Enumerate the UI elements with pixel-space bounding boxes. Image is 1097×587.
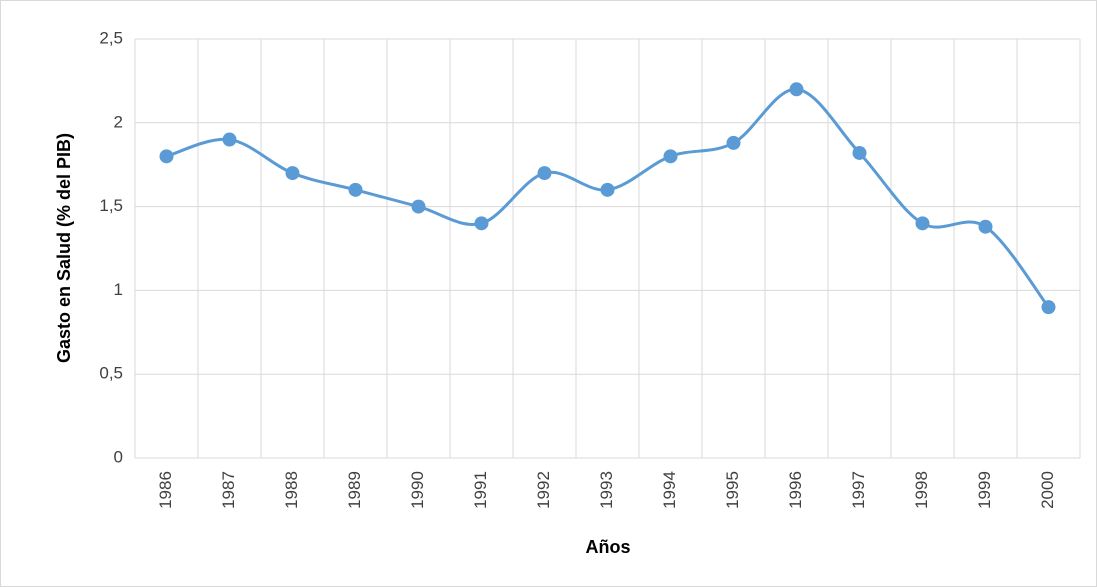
marker bbox=[600, 182, 615, 197]
marker bbox=[915, 216, 930, 231]
x-tick-label: 1991 bbox=[471, 471, 490, 509]
marker bbox=[474, 216, 489, 231]
x-tick-label: 1994 bbox=[660, 471, 679, 509]
marker bbox=[852, 145, 867, 160]
x-tick-label: 1995 bbox=[723, 471, 742, 509]
marker bbox=[1041, 300, 1056, 315]
marker bbox=[663, 149, 678, 164]
x-tick-label: 1986 bbox=[156, 471, 175, 509]
marker bbox=[411, 199, 426, 214]
line bbox=[166, 87, 1050, 309]
x-tick-label: 1996 bbox=[786, 471, 805, 509]
x-tick-label: 1997 bbox=[849, 471, 868, 509]
y-tick-label: 0,5 bbox=[99, 364, 123, 383]
marker bbox=[348, 182, 363, 197]
marker bbox=[537, 166, 552, 181]
x-tick-label: 1989 bbox=[345, 471, 364, 509]
y-tick-label: 0 bbox=[114, 447, 123, 466]
x-tick-label: 1990 bbox=[408, 471, 427, 509]
y-tick-label: 1,5 bbox=[99, 196, 123, 215]
x-axis-title: Años bbox=[586, 537, 631, 557]
marker bbox=[726, 135, 741, 150]
x-tick-label: 1993 bbox=[597, 471, 616, 509]
marker bbox=[159, 149, 174, 164]
y-tick-label: 1 bbox=[114, 280, 123, 299]
x-tick-label: 1988 bbox=[282, 471, 301, 509]
y-tick-label: 2,5 bbox=[99, 28, 123, 47]
x-tick-label: 1987 bbox=[219, 471, 238, 509]
y-axis-title: Gasto en Salud (% del PIB) bbox=[54, 133, 74, 363]
x-tick-label: 1999 bbox=[975, 471, 994, 509]
marker bbox=[285, 166, 300, 181]
marker bbox=[222, 132, 237, 147]
marker bbox=[978, 219, 993, 234]
x-tick-label: 1992 bbox=[534, 471, 553, 509]
x-tick-label: 1998 bbox=[912, 471, 931, 509]
x-tick-label: 2000 bbox=[1038, 471, 1057, 509]
marker bbox=[789, 82, 804, 97]
y-tick-label: 2 bbox=[114, 112, 123, 131]
